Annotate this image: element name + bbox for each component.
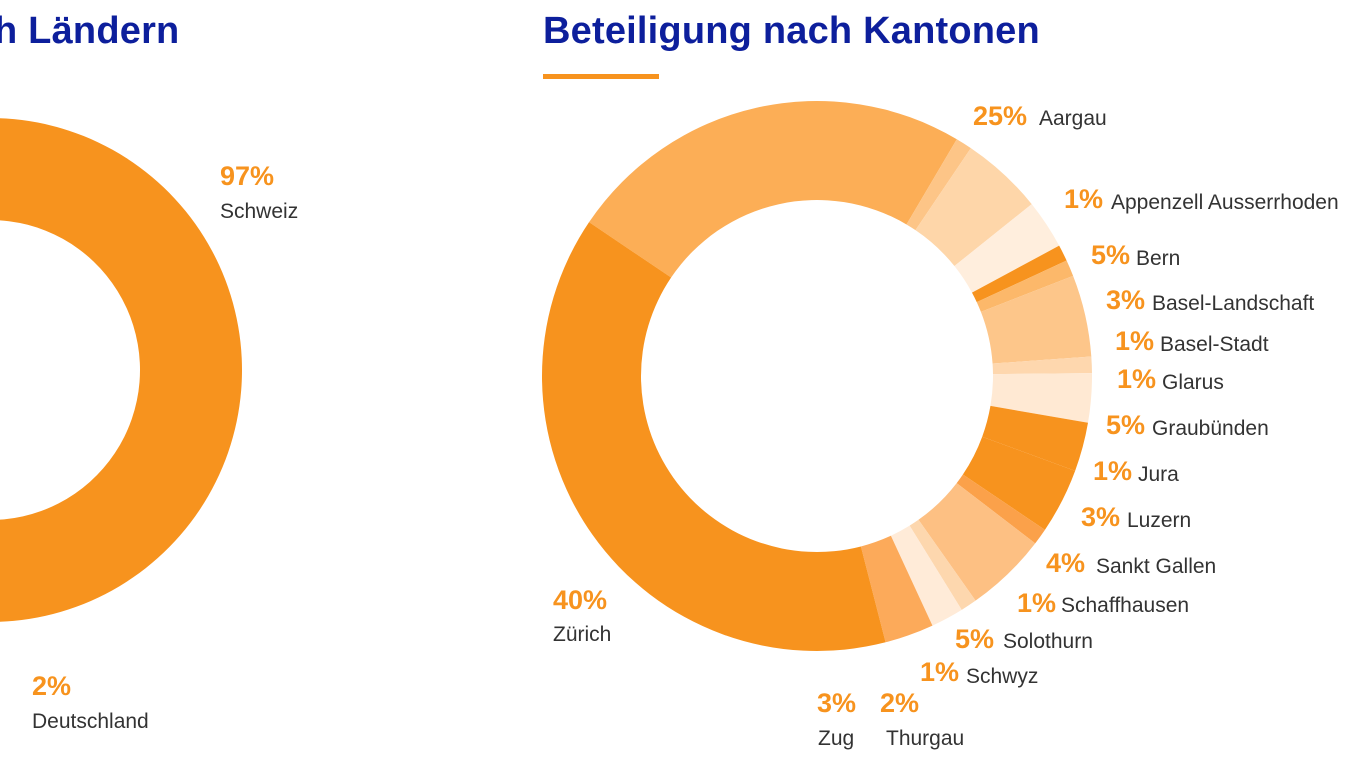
data-label-name-schweiz: Schweiz (220, 200, 298, 223)
donut-slice-sankt-gallen (962, 436, 1076, 530)
donut-slice-schweiz (0, 118, 242, 622)
donut-chart-countries: 97% Schweiz 2% Deutschland (0, 118, 298, 733)
data-label-pct-deutschland: 2% (32, 671, 71, 701)
data-label-pct-luzern: 3% (1081, 502, 1120, 532)
donut-slice-schaffhausen (956, 474, 1045, 544)
donut-slice-solothurn (918, 483, 1036, 601)
data-label-pct-zug: 3% (817, 688, 856, 718)
donut-chart-cantons: 25% Aargau 1% Appenzell Ausserrhoden 5% Bern 3… (541, 100, 1339, 750)
data-label-name-thurgau: Thurgau (886, 727, 964, 750)
data-label-name-appenzell-ausserrhoden: Appenzell Ausserrhoden (1111, 191, 1339, 214)
data-label-pct-sankt-gallen: 4% (1046, 548, 1085, 578)
data-label-name-sankt-gallen: Sankt Gallen (1096, 555, 1216, 578)
data-label-pct-zurich: 40% (553, 585, 607, 615)
donut-slice-schwyz (909, 519, 976, 610)
data-label-name-luzern: Luzern (1127, 509, 1191, 532)
data-label-name-zug: Zug (818, 727, 854, 750)
data-label-name-zurich: Zürich (553, 623, 611, 646)
data-label-pct-basel-landschaft: 3% (1106, 285, 1145, 315)
donut-slice-luzern (982, 405, 1088, 471)
data-label-pct-solothurn: 5% (955, 624, 994, 654)
data-label-pct-aargau: 25% (973, 101, 1027, 131)
donut-slice-zurich (541, 222, 886, 651)
donut-slice-graubunden (980, 275, 1092, 364)
data-label-name-jura: Jura (1138, 463, 1179, 486)
data-label-name-bern: Bern (1136, 247, 1180, 270)
donut-slice-other (990, 373, 1092, 423)
data-label-pct-appenzell-ausserrhoden: 1% (1064, 184, 1103, 214)
data-label-pct-graubunden: 5% (1106, 410, 1145, 440)
data-label-name-schaffhausen: Schaffhausen (1061, 594, 1189, 617)
data-label-name-deutschland: Deutschland (32, 710, 149, 733)
donut-slice-basel-stadt (971, 245, 1067, 303)
data-label-name-schwyz: Schwyz (966, 665, 1038, 688)
data-label-pct-basel-stadt: 1% (1115, 326, 1154, 356)
donut-slice-basel-landschaft (954, 204, 1060, 293)
donut-slice-aargau (589, 100, 957, 278)
donut-slice-bern (915, 148, 1032, 267)
chart-title-countries: h Ländern (0, 10, 180, 52)
donut-slice-appenzell-ausserrhoden (906, 139, 971, 231)
data-label-pct-schaffhausen: 1% (1017, 588, 1056, 618)
data-label-pct-glarus: 1% (1117, 364, 1156, 394)
data-label-pct-thurgau: 2% (880, 688, 919, 718)
donut-slice-thurgau (890, 525, 962, 626)
data-label-name-aargau: Aargau (1039, 107, 1107, 130)
data-label-name-basel-landschaft: Basel-Landschaft (1152, 292, 1314, 315)
data-label-pct-schwyz: 1% (920, 657, 959, 687)
data-label-name-solothurn: Solothurn (1003, 630, 1093, 653)
data-label-pct-jura: 1% (1093, 456, 1132, 486)
data-label-name-graubunden: Graubünden (1152, 417, 1269, 440)
title-underline (543, 74, 659, 79)
donut-slice-zug (860, 535, 933, 643)
chart-title-cantons: Beteiligung nach Kantonen (543, 10, 1040, 52)
data-label-pct-bern: 5% (1091, 240, 1130, 270)
data-label-pct-schweiz: 97% (220, 161, 274, 191)
donut-slice-glarus (976, 260, 1074, 312)
data-label-name-basel-stadt: Basel-Stadt (1160, 333, 1269, 356)
donut-slice-jura (992, 356, 1092, 375)
data-label-name-glarus: Glarus (1162, 371, 1224, 394)
